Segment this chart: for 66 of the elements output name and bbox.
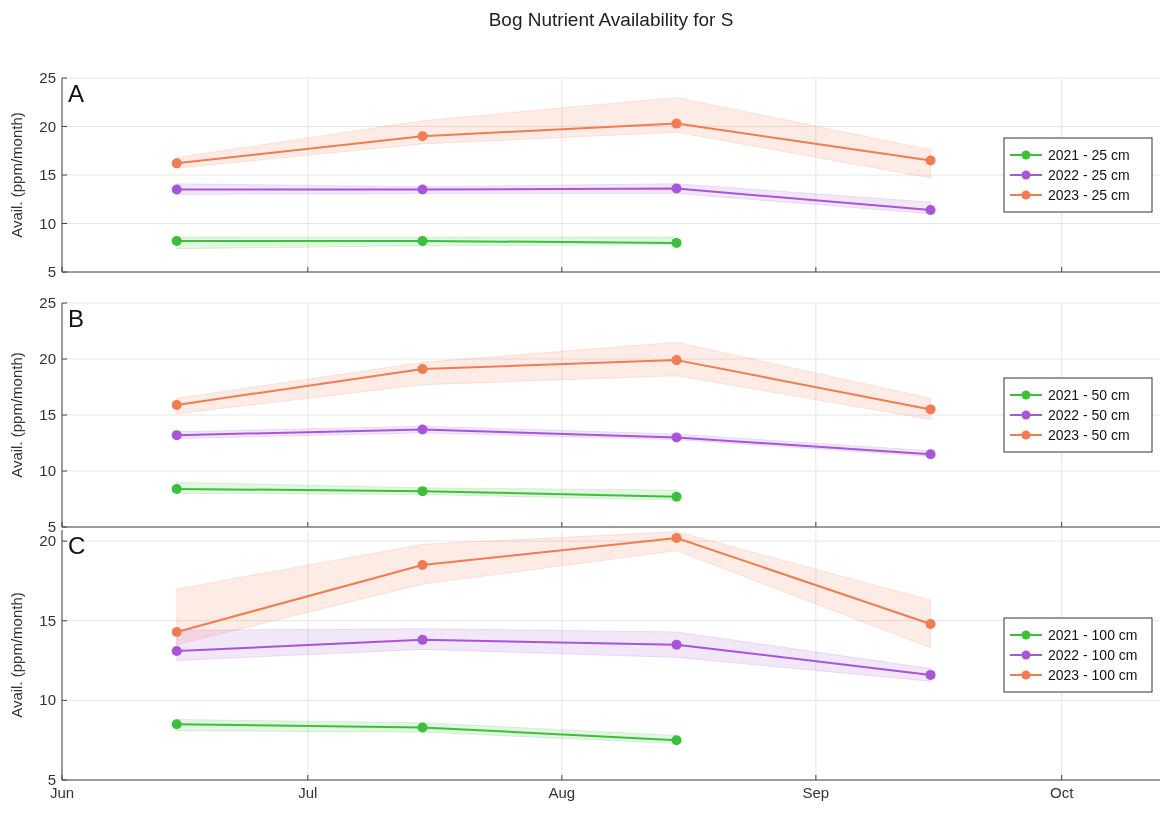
point (671, 639, 682, 650)
y-tick-label: 10 (39, 462, 56, 479)
point (171, 399, 182, 410)
annotation: A (68, 80, 85, 107)
x-tick-label: Aug (548, 784, 576, 801)
y-axis-title: Avail. (ppm/month) (8, 592, 25, 718)
y-tick-label: 10 (39, 214, 56, 232)
point (671, 735, 682, 746)
legend-label: 2021 - 50 cm (1048, 387, 1130, 403)
point (417, 722, 428, 733)
legend-label: 2022 - 25 cm (1048, 167, 1130, 183)
point (671, 237, 682, 248)
point (925, 449, 936, 460)
y-tick-label: 25 (39, 69, 56, 86)
point (671, 491, 682, 502)
point (171, 158, 182, 169)
legend-label: 2023 - 25 cm (1048, 187, 1130, 203)
point (171, 184, 182, 195)
y-tick-label: 15 (39, 166, 56, 183)
point (925, 404, 936, 415)
point (925, 669, 936, 680)
point (417, 235, 428, 246)
chart-title: Bog Nutrient Availability for S (488, 9, 734, 30)
point (171, 646, 182, 657)
point (171, 719, 182, 730)
point (171, 430, 182, 441)
point (171, 626, 182, 637)
x-tick-label: Oct (1050, 784, 1075, 801)
legend-label: 2023 - 100 cm (1048, 667, 1138, 683)
point (417, 184, 428, 195)
legend-label: 2023 - 50 cm (1048, 427, 1130, 443)
annotation: B (68, 305, 85, 332)
y-tick-label: 10 (39, 691, 56, 709)
legend-label: 2021 - 25 cm (1048, 147, 1130, 163)
annotation: C (68, 532, 86, 559)
point (417, 560, 428, 571)
point (171, 483, 182, 494)
point (417, 364, 428, 375)
point (417, 424, 428, 435)
point (671, 432, 682, 443)
legend-label: 2022 - 100 cm (1048, 647, 1138, 663)
y-tick-label: 20 (39, 350, 56, 367)
y-tick-label: 5 (47, 263, 56, 280)
x-tick-label: Sep (802, 784, 830, 801)
y-axis-title: Avail. (ppm/month) (8, 352, 25, 478)
legend-label: 2021 - 100 cm (1048, 627, 1138, 643)
point (925, 618, 936, 629)
y-tick-label: 15 (39, 611, 56, 629)
point (671, 118, 682, 129)
legend-label: 2022 - 50 cm (1048, 407, 1130, 423)
point (671, 183, 682, 194)
point (925, 155, 936, 166)
y-tick-label: 20 (39, 532, 56, 550)
y-tick-label: 5 (47, 518, 56, 535)
point (417, 634, 428, 645)
y-tick-label: 15 (39, 406, 56, 423)
point (671, 532, 682, 543)
point (671, 355, 682, 366)
point (417, 131, 428, 142)
x-tick-label: Jul (298, 784, 318, 801)
y-axis-title: Avail. (ppm/month) (8, 112, 25, 238)
point (417, 486, 428, 497)
y-tick-label: 25 (39, 294, 56, 311)
point (171, 235, 182, 246)
point (925, 204, 936, 215)
y-tick-label: 20 (39, 117, 56, 135)
